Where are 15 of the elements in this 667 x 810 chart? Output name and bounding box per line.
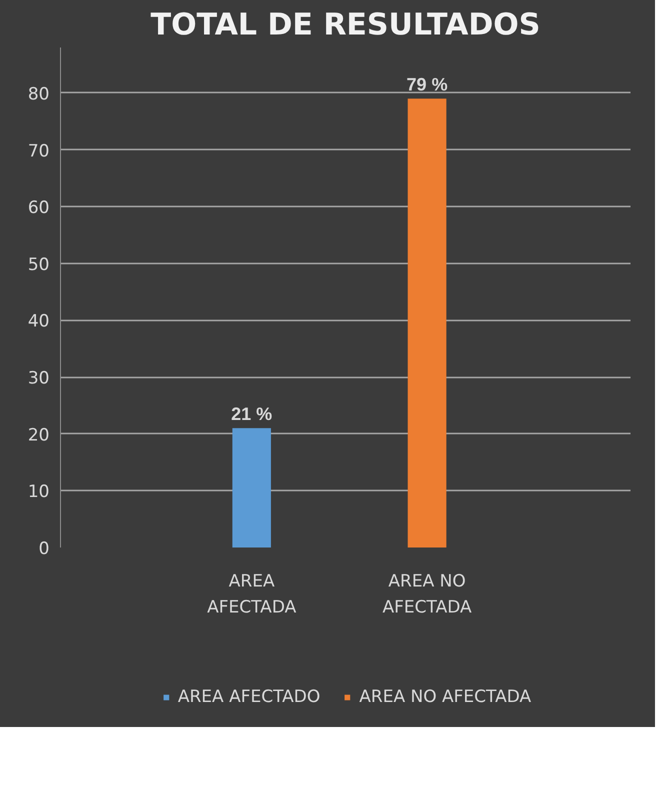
y-tick-label: 60 [28, 198, 50, 218]
data-label: 79 % [406, 74, 448, 95]
y-tick-label: 80 [28, 84, 50, 104]
y-tick-label: 70 [28, 141, 50, 162]
y-tick-label: 10 [28, 482, 50, 502]
y-tick-label: 20 [28, 425, 50, 446]
x-tick-label: AREA AFECTADA [207, 572, 297, 618]
data-label: 21 % [231, 404, 272, 424]
y-tick-label: 40 [28, 312, 50, 332]
y-tick-label: 50 [28, 254, 50, 275]
legend-label: AREA NO AFECTADA [359, 687, 532, 707]
y-tick-label: 0 [38, 539, 50, 559]
chart-title: TOTAL DE RESULTADOS [150, 8, 540, 42]
legend-label: AREA AFECTADO [178, 687, 320, 707]
y-tick-label: 30 [28, 368, 50, 389]
